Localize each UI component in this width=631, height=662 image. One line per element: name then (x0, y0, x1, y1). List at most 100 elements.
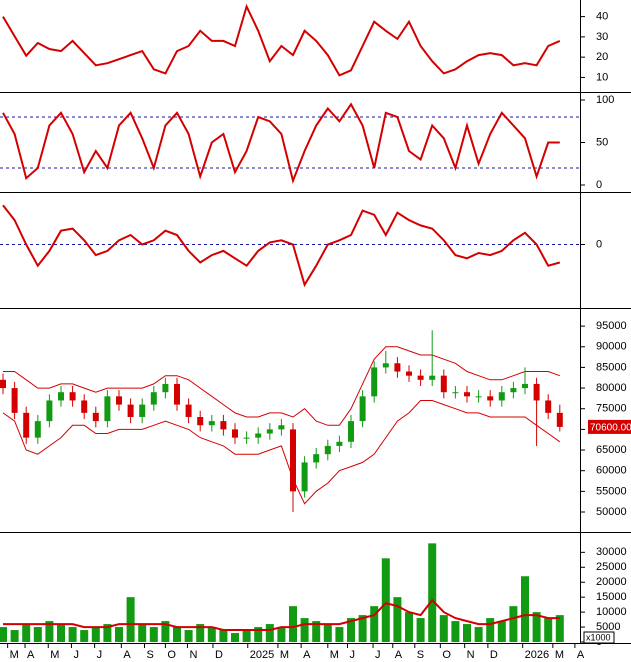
x-tick-label: J (375, 649, 381, 661)
x-tick-label: J (350, 649, 356, 661)
candle-body (220, 421, 227, 430)
x-tick-label: J (73, 649, 79, 661)
candle-body (487, 396, 494, 401)
candle-body (510, 388, 517, 393)
candle-body (34, 421, 41, 438)
x-tick-label: S (417, 649, 424, 661)
volume-bar (277, 627, 286, 642)
candle-body (127, 404, 134, 417)
x-tick-label: A (395, 649, 403, 661)
volume-bar (521, 576, 529, 642)
candle-body (452, 392, 459, 394)
volume-bar (544, 618, 553, 642)
volume-bar (509, 606, 518, 642)
candle-body (11, 388, 18, 413)
volume-bar (381, 558, 390, 642)
x-tick-label: N (467, 649, 475, 661)
volume-bar (474, 627, 483, 642)
band-lower (2, 400, 561, 505)
x-tick-label: O (167, 649, 176, 661)
candle-body (556, 412, 563, 427)
x-tick-label: S (147, 649, 154, 661)
y-tick-label: 65000 (596, 444, 627, 456)
volume-bar (57, 624, 65, 642)
volume-bar (91, 627, 100, 642)
candle-body (522, 383, 528, 389)
x-tick-label: M (555, 649, 564, 661)
candle-body (313, 454, 320, 463)
y-tick-label: 40 (596, 11, 608, 23)
volume-bar (405, 612, 413, 642)
candle-body (150, 392, 157, 405)
y-tick-label: 75000 (596, 403, 627, 415)
volume-bar (10, 630, 19, 642)
y-tick-label: 30000 (596, 546, 627, 558)
last-price-box (588, 419, 631, 434)
candle-body (417, 375, 424, 380)
y-tick-label: 20 (596, 51, 608, 63)
volume-bar (289, 606, 297, 642)
x-tick-label: M (280, 649, 289, 661)
y-tick-label: 95000 (596, 320, 627, 332)
volume-bar (138, 624, 147, 642)
volume-bar (393, 597, 402, 642)
candle-body (348, 421, 354, 442)
candle-body (429, 375, 436, 380)
x-tick-label: D (215, 649, 223, 661)
volume-bar (22, 624, 31, 642)
candle-body (104, 396, 111, 422)
volume-bar (323, 624, 332, 642)
volume-bar (242, 630, 251, 642)
candle-body (324, 445, 331, 455)
candle-body (475, 396, 482, 398)
candle-body (266, 429, 273, 434)
x-tick-label: 2025 (250, 649, 274, 661)
y-tick-label: 50 (596, 136, 608, 148)
candle-body (232, 429, 238, 438)
band-upper (3, 346, 560, 426)
candle-body (139, 404, 146, 417)
y-tick-label: 0 (596, 179, 602, 191)
candle-body (533, 383, 540, 401)
candle-body (359, 396, 366, 422)
y-tick-label: 50000 (596, 506, 627, 518)
y-tick-label: 10000 (596, 606, 627, 618)
indicator-line (2, 204, 561, 288)
candle-body (69, 392, 76, 401)
volume-bar (347, 618, 355, 642)
volume-bar (555, 615, 564, 642)
x-tick-label: D (490, 649, 498, 661)
volume-bar (126, 597, 135, 642)
y-tick-label: 60000 (596, 465, 627, 477)
volume-bar (207, 627, 216, 642)
y-tick-label: 100 (596, 94, 614, 106)
volume-bar (231, 633, 239, 642)
candle-body (0, 379, 6, 389)
x-tick-label: O (442, 649, 451, 661)
volume-bar (68, 627, 77, 642)
volume-bar (33, 627, 42, 642)
y-tick-label: 10 (596, 71, 608, 83)
volume-bar (80, 630, 89, 642)
volume-bar (497, 621, 506, 642)
volume-bar (254, 627, 263, 642)
candle-body (116, 396, 122, 405)
x-tick-label: A (27, 649, 35, 661)
y-tick-label: 80000 (596, 382, 627, 394)
volume-bar (532, 612, 541, 642)
volume-bar (451, 621, 460, 642)
candle-body (440, 375, 447, 393)
x-tick-label: 2026 (525, 649, 549, 661)
candle-body (255, 433, 262, 438)
x-tick-label: M (330, 649, 339, 661)
candle-body (278, 425, 285, 430)
x-tick-label: N (189, 649, 197, 661)
candle-body (394, 363, 401, 372)
x-tick-label: J (97, 649, 103, 661)
y-tick-label: 85000 (596, 361, 627, 373)
candle-body (174, 383, 180, 405)
indicator-line (2, 3, 561, 77)
volume-bar (486, 618, 495, 642)
volume-bar (149, 627, 158, 642)
